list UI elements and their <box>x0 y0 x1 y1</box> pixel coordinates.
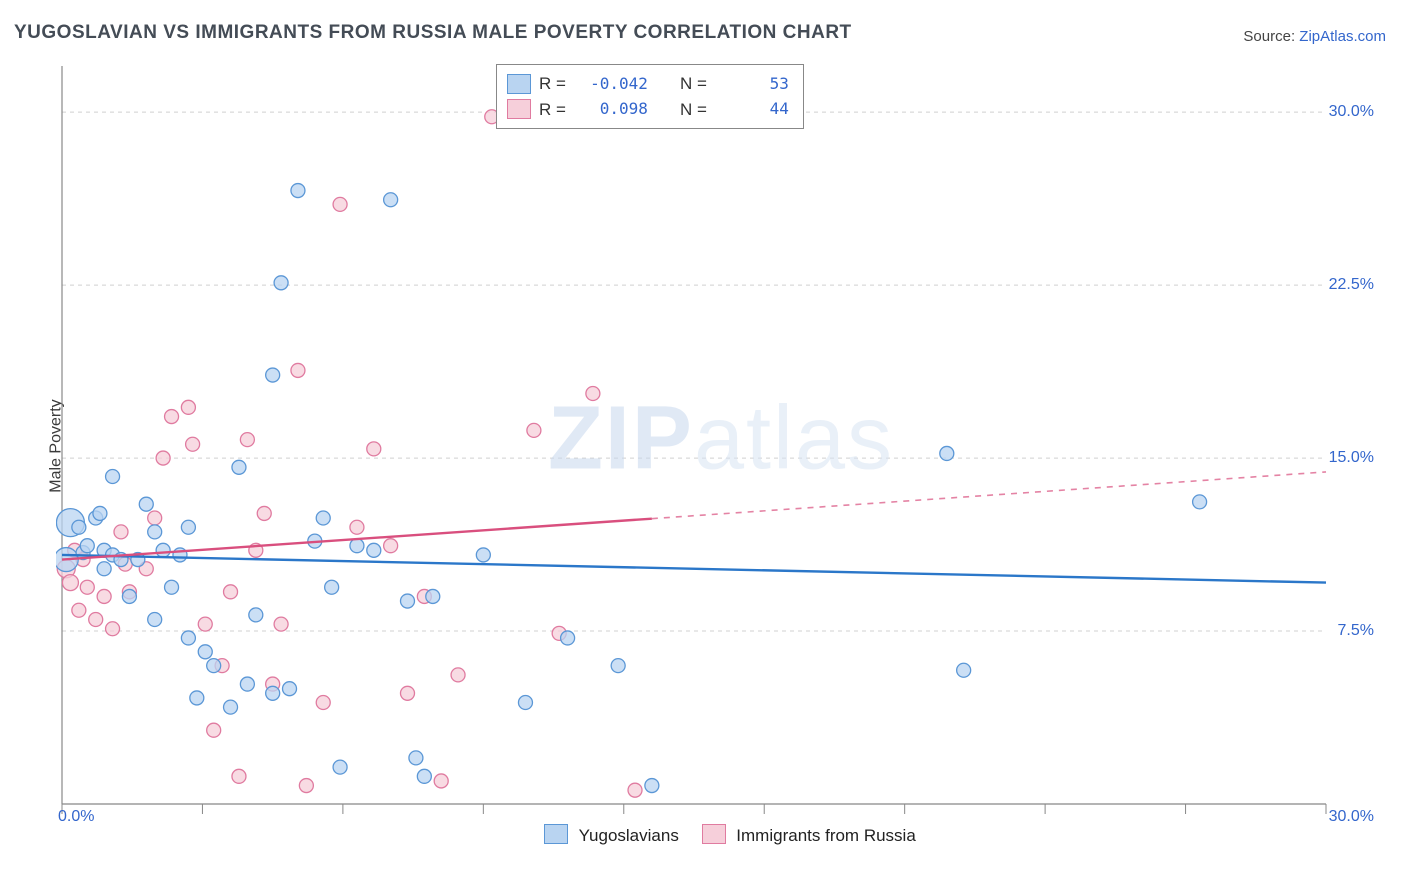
chart-area: ZIPatlas R = -0.042 N = 53 R = 0.098 N =… <box>56 60 1386 850</box>
y-tick: 30.0% <box>1329 103 1374 121</box>
y-tick: 7.5% <box>1338 622 1374 640</box>
legend-n-label: N = <box>680 97 707 123</box>
legend-n-value-2: 44 <box>719 97 789 121</box>
legend-r-value-1: -0.042 <box>578 72 648 96</box>
legend-r-label: R = <box>539 97 566 123</box>
legend-r-value-2: 0.098 <box>578 97 648 121</box>
source-prefix: Source: <box>1243 28 1299 45</box>
legend-swatch-series2 <box>507 99 531 119</box>
x-tick-max: 30.0% <box>1329 808 1374 826</box>
series-legend: Yugoslavians Immigrants from Russia <box>56 824 1386 846</box>
legend-row-series1: R = -0.042 N = 53 <box>507 71 789 97</box>
legend-n-label: N = <box>680 71 707 97</box>
correlation-legend: R = -0.042 N = 53 R = 0.098 N = 44 <box>496 64 804 129</box>
legend-swatch-series1 <box>507 74 531 94</box>
series2-name: Immigrants from Russia <box>736 826 915 845</box>
legend-row-series2: R = 0.098 N = 44 <box>507 97 789 123</box>
chart-title: YUGOSLAVIAN VS IMMIGRANTS FROM RUSSIA MA… <box>14 22 852 44</box>
legend-n-value-1: 53 <box>719 72 789 96</box>
source-attribution: Source: ZipAtlas.com <box>1243 28 1386 45</box>
bottom-swatch-series1 <box>544 824 568 844</box>
series1-name: Yugoslavians <box>579 826 679 845</box>
scatter-plot <box>56 60 1386 850</box>
legend-r-label: R = <box>539 71 566 97</box>
y-tick: 15.0% <box>1329 449 1374 467</box>
bottom-swatch-series2 <box>702 824 726 844</box>
y-tick: 22.5% <box>1329 276 1374 294</box>
x-tick-min: 0.0% <box>58 808 94 826</box>
source-link[interactable]: ZipAtlas.com <box>1299 28 1386 45</box>
